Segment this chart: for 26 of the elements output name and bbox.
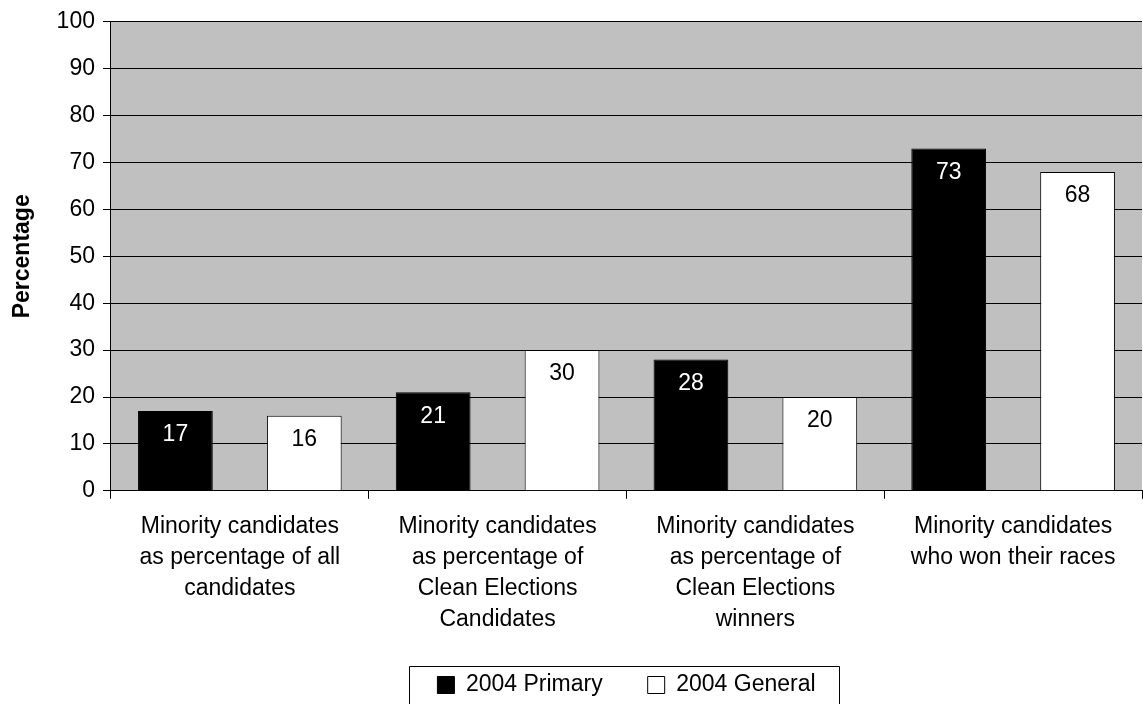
y-tick-label: 90 <box>69 54 95 81</box>
x-tick-label: Minority candidates who won their races <box>909 511 1116 569</box>
y-tick-label: 70 <box>69 147 95 174</box>
x-tick-label: Minority candidates as percentage of Clean Elections Candidates <box>398 511 597 631</box>
y-tick-label: 60 <box>69 194 95 221</box>
data-label: 68 <box>1064 181 1091 208</box>
y-tick-label: 50 <box>69 241 95 268</box>
data-label: 20 <box>807 406 833 433</box>
data-label: 16 <box>291 425 318 452</box>
y-tick-label: 20 <box>69 382 95 409</box>
data-label: 17 <box>162 420 189 447</box>
y-tick-label: 100 <box>56 7 95 34</box>
y-tick-label: 40 <box>69 288 95 315</box>
data-label: 30 <box>549 359 575 386</box>
y-tick-label: 80 <box>69 100 95 127</box>
data-label: 28 <box>678 368 704 395</box>
x-tick-label: Minority candidates as percentage of all candidates <box>139 511 341 600</box>
y-tick-label: 0 <box>82 476 95 503</box>
legend-label: 2004 Primary <box>465 670 604 697</box>
y-tick-label: 30 <box>69 335 95 362</box>
data-label: 21 <box>420 401 446 428</box>
y-axis-title: Percentage <box>8 194 35 319</box>
data-label: 73 <box>935 157 962 184</box>
legend-label: 2004 General <box>676 670 816 697</box>
y-tick-label: 10 <box>69 429 95 456</box>
x-tick-label: Minority candidates as percentage of Clean Elections winners <box>656 511 855 631</box>
